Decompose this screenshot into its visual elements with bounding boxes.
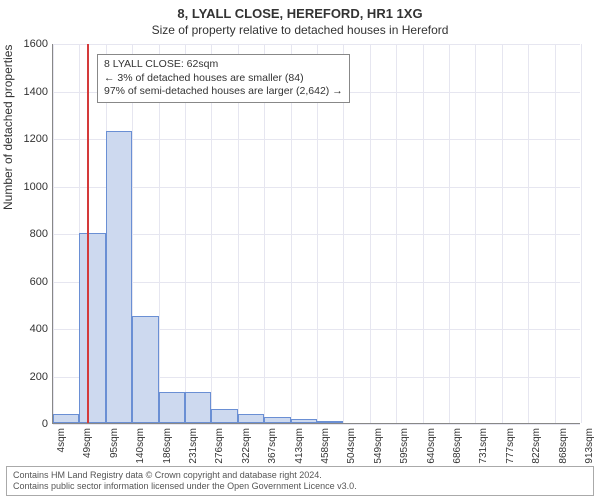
gridline-v xyxy=(449,44,450,423)
gridline-v xyxy=(53,44,54,423)
y-tick-label: 600 xyxy=(8,276,48,288)
page-title: 8, LYALL CLOSE, HEREFORD, HR1 1XG xyxy=(0,6,600,21)
y-tick-label: 0 xyxy=(8,418,48,430)
gridline-v xyxy=(423,44,424,423)
annotation-box: 8 LYALL CLOSE: 62sqm← 3% of detached hou… xyxy=(97,54,350,103)
annotation-line: ← 3% of detached houses are smaller (84) xyxy=(104,72,343,86)
gridline-v xyxy=(555,44,556,423)
y-tick-label: 400 xyxy=(8,323,48,335)
y-tick-label: 800 xyxy=(8,228,48,240)
gridline-v xyxy=(370,44,371,423)
plot-area: 8 LYALL CLOSE: 62sqm← 3% of detached hou… xyxy=(52,44,580,424)
y-tick-label: 1200 xyxy=(8,133,48,145)
gridline-v xyxy=(396,44,397,423)
chart-wrap: 8 LYALL CLOSE: 62sqm← 3% of detached hou… xyxy=(52,44,580,424)
y-tick-label: 1600 xyxy=(8,38,48,50)
title-block: 8, LYALL CLOSE, HEREFORD, HR1 1XG Size o… xyxy=(0,0,600,37)
footer-attribution: Contains HM Land Registry data © Crown c… xyxy=(6,466,594,497)
histogram-bar xyxy=(291,419,317,423)
histogram-bar xyxy=(264,417,290,423)
annotation-line: 8 LYALL CLOSE: 62sqm xyxy=(104,58,343,72)
footer-line: Contains HM Land Registry data © Crown c… xyxy=(13,470,587,481)
histogram-bar xyxy=(185,392,211,423)
histogram-bar xyxy=(159,392,185,423)
histogram-bar xyxy=(317,421,343,423)
histogram-bar xyxy=(132,316,158,423)
gridline-v xyxy=(475,44,476,423)
marker-line xyxy=(87,44,89,423)
histogram-bar xyxy=(79,233,105,423)
gridline-h xyxy=(53,424,580,425)
histogram-bar xyxy=(211,409,237,423)
footer-line: Contains public sector information licen… xyxy=(13,481,587,492)
gridline-v xyxy=(581,44,582,423)
gridline-v xyxy=(528,44,529,423)
histogram-bar xyxy=(53,414,79,424)
y-tick-label: 200 xyxy=(8,371,48,383)
y-tick-label: 1000 xyxy=(8,181,48,193)
y-tick-label: 1400 xyxy=(8,86,48,98)
gridline-v xyxy=(502,44,503,423)
histogram-bar xyxy=(238,414,264,424)
histogram-bar xyxy=(106,131,132,423)
page-subtitle: Size of property relative to detached ho… xyxy=(0,23,600,37)
annotation-line: 97% of semi-detached houses are larger (… xyxy=(104,85,343,99)
